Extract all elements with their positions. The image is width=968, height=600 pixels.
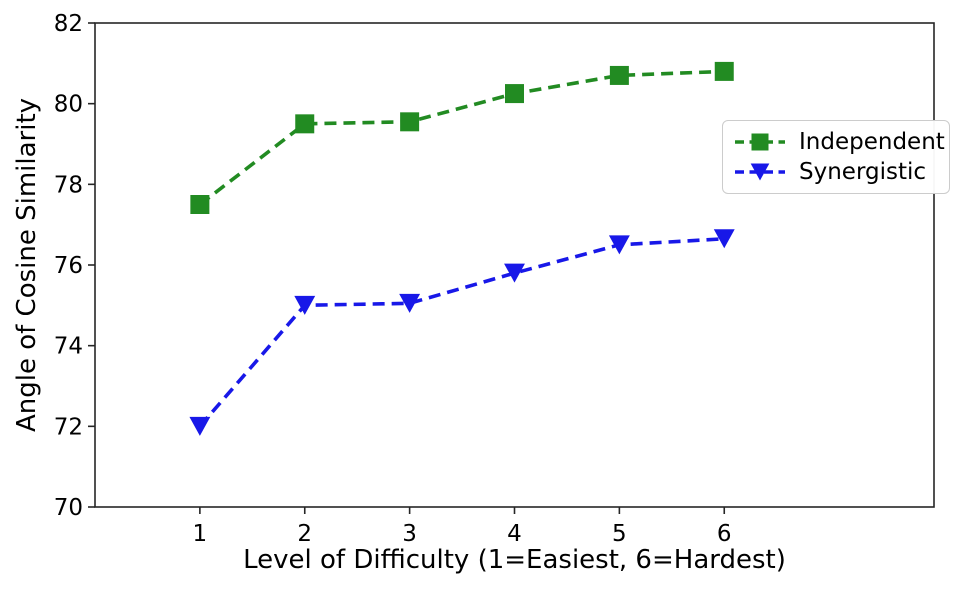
marker-triangle-down-icon [294, 295, 316, 315]
marker-triangle-down-icon [189, 416, 211, 436]
data-point-independent-x1 [190, 195, 210, 214]
data-point-synergistic-x1 [189, 416, 211, 436]
x-tick-label: 3 [402, 521, 417, 547]
marker-square-icon [505, 84, 524, 104]
marker-square-icon [295, 114, 315, 134]
legend: Independent Synergistic [722, 120, 950, 194]
y-tick-label: 80 [54, 92, 83, 118]
marker-triangle-down-icon [504, 263, 525, 283]
y-tick-label: 78 [54, 172, 83, 198]
legend-label-synergistic: Synergistic [799, 158, 927, 185]
data-point-synergistic-x6 [713, 229, 735, 249]
marker-square-icon [609, 65, 629, 85]
y-tick-label: 76 [54, 253, 83, 279]
x-tick-label: 2 [297, 521, 312, 547]
x-tick-label: 1 [193, 521, 208, 547]
data-point-independent-x2 [295, 114, 315, 134]
legend-item-independent: Independent [733, 130, 945, 154]
marker-triangle-down-icon [750, 163, 770, 181]
data-point-synergistic-x5 [608, 235, 630, 255]
legend-marker-synergistic-icon [735, 163, 785, 181]
marker-square-icon [190, 195, 210, 214]
data-point-independent-x6 [714, 61, 734, 81]
series-line-independent [198, 69, 725, 206]
data-point-independent-x5 [609, 65, 629, 85]
marker-square-icon [714, 61, 734, 81]
y-tick-label: 72 [54, 414, 83, 440]
data-point-synergistic-x2 [294, 295, 316, 315]
marker-triangle-down-icon [608, 235, 630, 255]
marker-square-icon [400, 112, 420, 132]
marker-square-icon [751, 133, 769, 151]
x-axis-label: Level of Difficulty (1=Easiest, 6=Hardes… [243, 545, 786, 575]
y-tick-label: 74 [54, 334, 83, 360]
data-point-independent-x3 [400, 112, 420, 132]
y-axis-label: Angle of Cosine Similarity [12, 97, 43, 433]
x-tick-label: 6 [717, 521, 732, 547]
legend-marker-independent-icon [735, 133, 785, 151]
x-tick-label: 5 [612, 521, 627, 547]
legend-label-independent: Independent [799, 128, 945, 155]
legend-item-synergistic: Synergistic [733, 160, 939, 184]
x-tick-label: 4 [507, 521, 522, 547]
data-point-independent-x4 [505, 84, 524, 104]
y-tick-label: 82 [54, 11, 83, 37]
data-point-synergistic-x3 [399, 293, 421, 313]
marker-triangle-down-icon [713, 229, 735, 249]
marker-triangle-down-icon [399, 293, 421, 313]
y-tick-label: 70 [54, 495, 83, 521]
series-line-synergistic [198, 237, 725, 428]
data-point-synergistic-x4 [504, 263, 525, 283]
